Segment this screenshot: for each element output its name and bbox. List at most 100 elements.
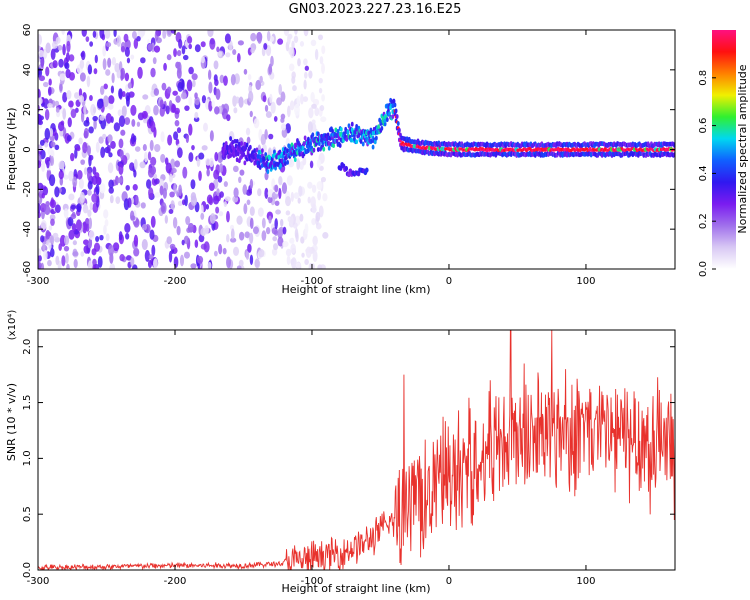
spectrogram-cell (253, 118, 260, 129)
spectrogram-cell (108, 179, 114, 189)
spectrogram-cell (290, 257, 297, 269)
spectrogram-cell (290, 215, 294, 227)
spectrogram-cell (181, 79, 185, 91)
snr-y-tick-label: 1.5 (22, 395, 33, 411)
spectrogram-cell (148, 254, 154, 260)
spectrogram-cell (392, 98, 396, 104)
spectrogram-cell (303, 58, 308, 66)
spectrogram-cell (87, 180, 93, 190)
spectrogram-cell (133, 38, 139, 49)
spectrogram-cell (252, 226, 260, 235)
spectrogram-cell (179, 254, 185, 267)
spectrogram-cell (236, 151, 240, 157)
spectrogram-cell (297, 197, 301, 204)
spectrogram-cell (59, 73, 66, 81)
spectrogram-cell (198, 152, 205, 160)
spectrogram-cell (204, 225, 209, 235)
spectrogram-cell (159, 185, 164, 196)
spectrogram-cell (295, 262, 301, 269)
spectrogram-cell (278, 226, 285, 236)
spectrogram-cell (209, 37, 216, 50)
spectrogram-cell (136, 121, 141, 127)
spectrogram-cell (196, 255, 204, 264)
spectrogram-cell (349, 137, 353, 143)
spectrogram-cell (248, 144, 252, 150)
spectrogram-cell (74, 147, 78, 159)
spectrogram-cell (88, 154, 94, 161)
spectrogram-cell (173, 183, 177, 195)
spectrogram-cell (265, 227, 271, 235)
snr-x-tick-label: 100 (576, 576, 595, 587)
spectrogram-cell (115, 175, 119, 186)
spectrogram-cell (66, 40, 71, 53)
spectrogram-cell (190, 195, 198, 207)
spectrogram-cell (246, 136, 251, 144)
spectrogram-cell (321, 62, 325, 75)
spectrogram-cell (44, 142, 49, 148)
spectrogram-cell (103, 224, 107, 235)
spectrogram-cell (260, 148, 264, 154)
spectrogram-cell (102, 45, 107, 57)
spectrogram-cell (147, 151, 152, 161)
spectrogram-cell (226, 233, 230, 243)
spectrogram-cell (165, 162, 172, 174)
spectrogram-cell (339, 126, 343, 132)
spectrogram-cell (322, 192, 328, 202)
spectrogram-cell (249, 206, 255, 217)
snr-y-tick-label: 0.5 (22, 506, 33, 522)
spectrogram-cell (40, 57, 45, 68)
spectrogram-cell (40, 219, 47, 230)
spectrogram-cell (42, 241, 46, 251)
spectrogram-cell (144, 250, 150, 262)
spectrogram-cell (153, 105, 159, 116)
spectrogram-cell (191, 144, 195, 151)
spectrogram-cell (38, 211, 41, 219)
spectrogram-cell (304, 71, 308, 79)
spectrogram-cell (140, 57, 146, 64)
spectrogram-cell (158, 178, 164, 188)
snr-y-ticks: 0.0 0.5 1.0 1.5 2.0 (22, 339, 675, 578)
spectrogram-cell (107, 134, 113, 143)
spectrogram-cell (99, 30, 105, 39)
spectrogram-cell (95, 183, 100, 195)
spectrogram-cell (89, 41, 94, 47)
spectrogram-cell (95, 235, 100, 242)
spectrogram-cell (149, 229, 155, 240)
spectrogram-cell (258, 248, 265, 258)
spectrogram-cell (318, 77, 323, 84)
spectrogram-cell (209, 130, 214, 142)
spectrogram-cell (284, 161, 287, 166)
colorbar-tick-label: 0.0 (698, 261, 709, 277)
spectrogram-cell (127, 82, 132, 89)
spectrogram-y-tick-label: 40 (22, 63, 33, 76)
spectrogram-cell (147, 167, 155, 178)
spectrogram-cell (88, 126, 94, 134)
spectrogram-cell (104, 219, 109, 227)
spectrogram-cell (82, 141, 88, 154)
spectrogram-cell (120, 67, 126, 80)
spectrogram-cell (213, 250, 218, 257)
spectrogram-cell (152, 57, 157, 65)
spectrogram-y-axis-label: Frequency (Hz) (5, 108, 18, 191)
spectrogram-cell (308, 107, 314, 119)
spectrogram-cell (80, 159, 86, 165)
spectrogram-cell (253, 148, 257, 153)
spectrogram-cell (255, 79, 262, 91)
spectrogram-cell (303, 135, 307, 141)
spectrogram-cell (194, 92, 198, 99)
spectrogram-cell (176, 225, 181, 236)
spectrogram-cell (45, 42, 51, 54)
spectrogram-cell (55, 36, 61, 44)
spectrogram-y-tick-label: -20 (22, 181, 33, 197)
spectrogram-cell (267, 196, 273, 204)
spectrogram-cell (117, 177, 123, 184)
spectrogram-cell (54, 100, 60, 107)
spectrogram-cell (228, 149, 231, 154)
spectrogram-cell (303, 79, 307, 90)
spectrogram-cell (104, 30, 111, 39)
spectrogram-cell (245, 250, 250, 260)
spectrogram-cell (83, 245, 90, 254)
spectrogram-cell (119, 149, 124, 160)
spectrogram-cell (213, 169, 220, 180)
